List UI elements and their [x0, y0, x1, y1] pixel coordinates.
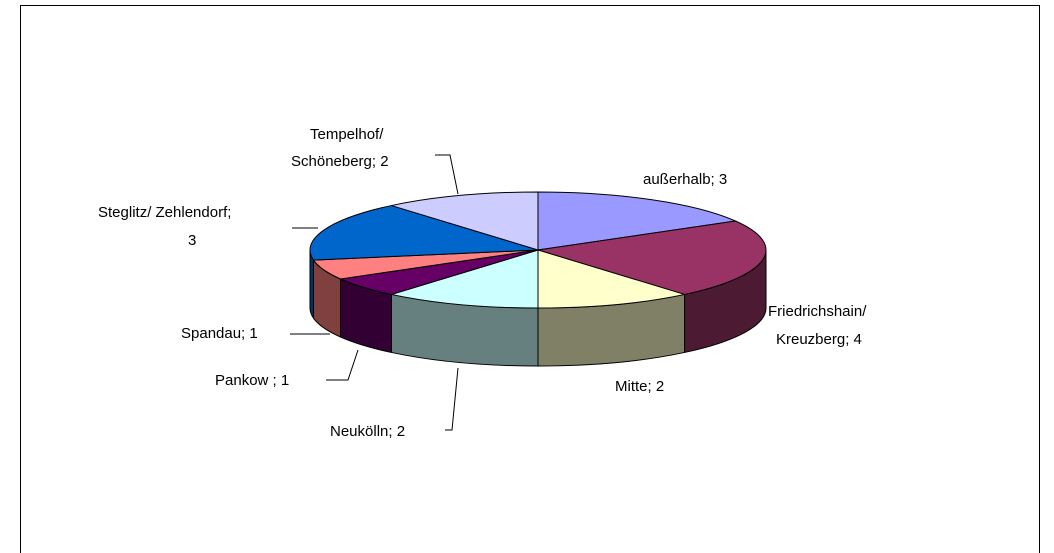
data-label: Pankow ; 1: [215, 372, 289, 389]
data-label: Tempelhof/: [310, 126, 384, 143]
pie-tops: [309, 191, 767, 309]
pie-slice: [309, 205, 539, 261]
leader-line: [435, 154, 459, 195]
data-label: Kreuzberg; 4: [776, 331, 862, 348]
data-label: Spandau; 1: [181, 325, 258, 342]
data-label: Neukölln; 2: [330, 423, 405, 440]
pie-slice: [391, 249, 539, 309]
data-labels: außerhalb; 3 Friedrichshain/Kreuzberg; 4 M…: [98, 126, 867, 440]
pie-slice: [391, 191, 539, 251]
data-label: Mitte; 2: [615, 378, 664, 395]
data-label: 3: [188, 232, 196, 249]
data-label: außerhalb; 3: [643, 171, 727, 188]
pie-slice: [537, 249, 685, 309]
data-label: Friedrichshain/: [768, 303, 867, 320]
pie-sides: [309, 249, 767, 367]
pie-slice: [537, 191, 738, 251]
data-label: Steglitz/ Zehlendorf;: [98, 204, 231, 221]
leader-line: [326, 349, 359, 381]
pie-slice: [537, 220, 767, 295]
leader-line: [445, 367, 459, 431]
data-label: Schöneberg; 2: [291, 153, 389, 170]
pie-slice-side: [309, 249, 314, 320]
leader-lines: [290, 154, 459, 431]
